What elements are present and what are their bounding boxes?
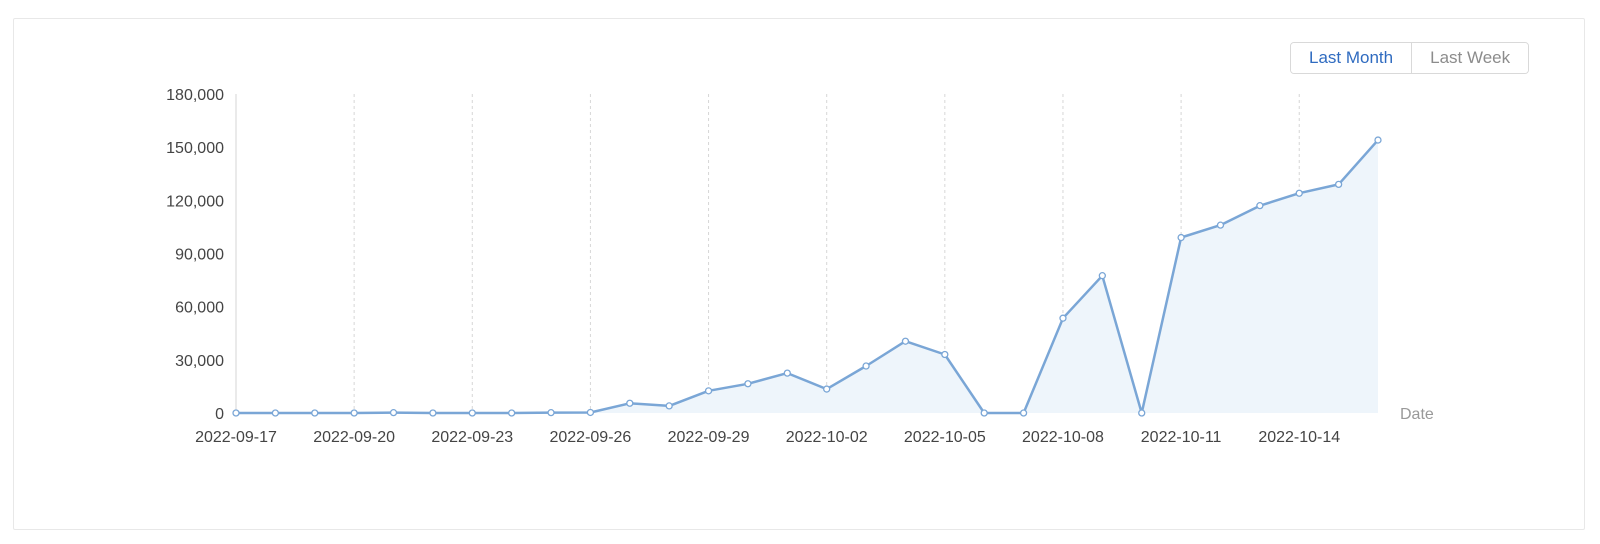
x-axis-title: Date — [1400, 406, 1434, 423]
data-point — [980, 409, 988, 417]
series-line — [236, 139, 1379, 415]
x-tick-label: 2022-09-26 — [549, 429, 631, 446]
y-tick-label: 90,000 — [175, 247, 224, 264]
data-point — [429, 409, 437, 417]
data-point — [1098, 272, 1106, 280]
data-point — [311, 409, 319, 417]
data-point — [783, 369, 791, 377]
x-tick-label: 2022-09-17 — [195, 429, 277, 446]
x-tick-label: 2022-10-14 — [1258, 429, 1340, 446]
data-point — [586, 408, 595, 417]
data-point — [704, 387, 713, 395]
y-tick-label: 30,000 — [175, 353, 224, 370]
x-tick-label: 2022-09-29 — [668, 429, 750, 446]
data-point — [547, 408, 555, 417]
data-point — [508, 409, 516, 417]
data-point — [232, 409, 240, 417]
x-tick-label: 2022-09-23 — [431, 429, 513, 446]
date-range-toggle: Last Month Last Week — [1290, 42, 1530, 74]
last-week-button[interactable]: Last Week — [1411, 43, 1529, 73]
data-point — [389, 408, 398, 417]
x-tick-label: 2022-10-05 — [904, 429, 986, 446]
data-point — [901, 337, 910, 345]
y-tick-label: 120,000 — [166, 193, 224, 210]
data-points — [232, 136, 1382, 417]
data-point — [823, 385, 831, 393]
data-point — [1334, 180, 1343, 189]
x-tick-label: 2022-10-11 — [1141, 429, 1222, 446]
data-point — [1019, 409, 1028, 417]
y-tick-label: 0 — [215, 406, 224, 423]
data-point — [941, 350, 949, 359]
data-point — [1256, 201, 1264, 210]
y-tick-label: 150,000 — [166, 140, 224, 157]
data-point — [468, 409, 476, 417]
data-point — [1216, 221, 1225, 229]
x-tick-label: 2022-09-20 — [313, 429, 395, 446]
y-tick-label: 60,000 — [175, 300, 224, 317]
data-point — [744, 380, 752, 388]
data-point — [665, 402, 673, 410]
last-month-button[interactable]: Last Month — [1291, 43, 1412, 73]
data-point — [1374, 136, 1382, 144]
y-tick-label: 180,000 — [166, 87, 224, 104]
data-point — [1138, 409, 1146, 417]
x-tick-label: 2022-10-08 — [1022, 429, 1104, 446]
data-point — [271, 409, 280, 417]
x-tick-labels: 2022-09-17 2022-09-20 2022-09-23 2022-09-26… — [195, 429, 1340, 446]
data-point — [350, 409, 358, 417]
data-point — [626, 399, 634, 407]
data-point — [1177, 233, 1185, 242]
x-tick-label: 2022-10-02 — [786, 429, 868, 446]
data-point — [1059, 314, 1067, 322]
y-tick-labels: 0 30,000 60,000 90,000 120,000 150,000 180,000 — [166, 87, 224, 423]
area-fill — [236, 140, 1378, 413]
data-point — [862, 362, 870, 370]
data-point — [1295, 189, 1303, 197]
